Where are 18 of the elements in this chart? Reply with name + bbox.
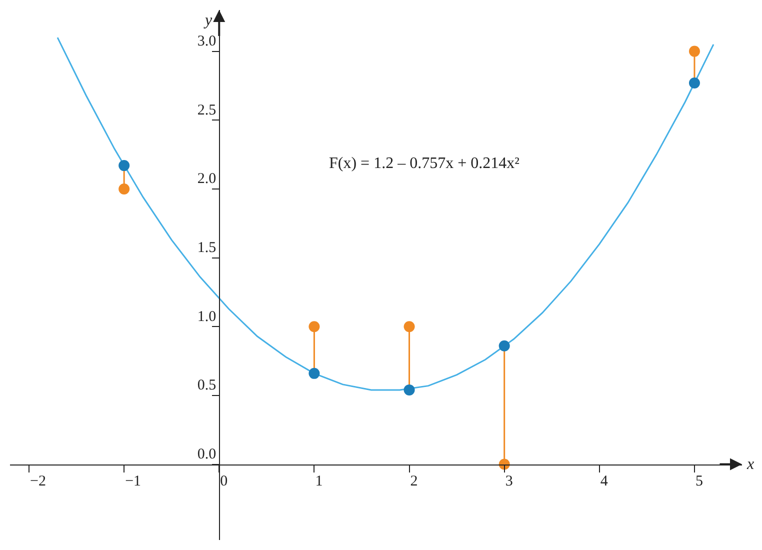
- x-axis-title: x: [746, 456, 754, 473]
- y-tick-label: 1.5: [197, 240, 216, 256]
- x-tick-label: −2: [30, 473, 46, 490]
- y-tick-label: 2.5: [197, 102, 216, 118]
- x-tick-label: 1: [315, 473, 323, 490]
- y-tick-label: 0.5: [197, 378, 216, 394]
- y-tick-label: 0.0: [197, 446, 216, 463]
- x-tick-label: 4: [600, 473, 608, 490]
- x-tick-label: 0: [220, 473, 228, 490]
- y-tick-label: 3.0: [197, 34, 216, 50]
- y-tick-label: 2.0: [197, 171, 216, 188]
- x-tick-label: −1: [125, 473, 142, 490]
- annotation: F(x) = 1.2 – 0.757x + 0.214x²: [329, 155, 520, 172]
- x-tick-label: 3: [505, 473, 513, 490]
- x-tick-label: 2: [410, 473, 418, 490]
- x-tick-label: 5: [695, 473, 703, 490]
- y-axis-title: y: [203, 12, 213, 29]
- y-tick-label: 1.0: [197, 308, 216, 325]
